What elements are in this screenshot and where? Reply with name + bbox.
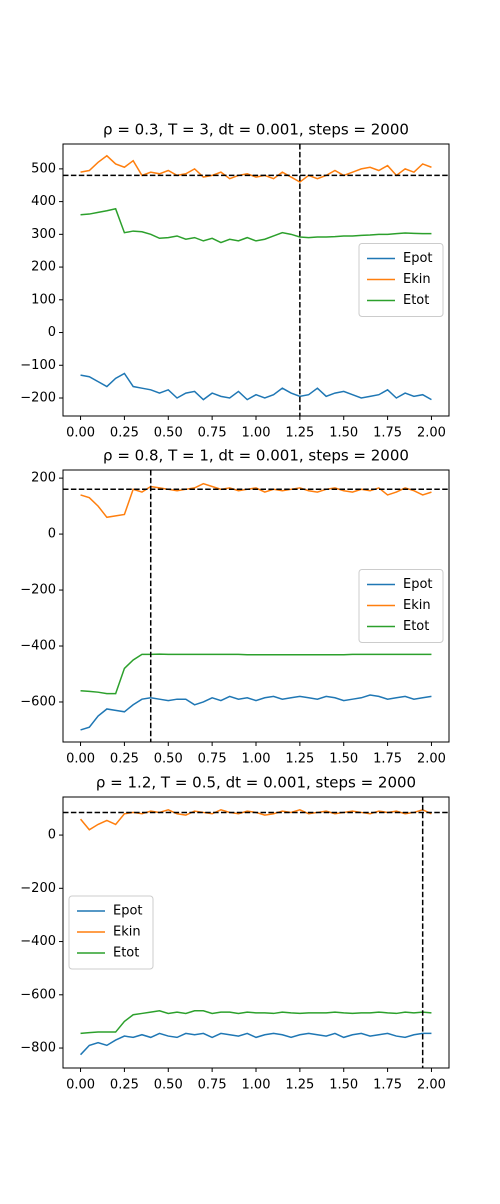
- x-tick-label: 0.75: [198, 426, 227, 441]
- x-tick-label: 1.75: [373, 426, 402, 441]
- y-tick-label: 200: [31, 471, 56, 486]
- legend-box: [68, 895, 154, 970]
- x-tick-label: 1.25: [285, 1078, 314, 1093]
- chart: ρ = 1.2, T = 0.5, dt = 0.001, steps = 20…: [20, 774, 450, 1093]
- y-tick-label: 200: [31, 260, 56, 275]
- chart-title: ρ = 0.8, T = 1, dt = 0.001, steps = 2000: [103, 447, 409, 465]
- legend: Epot Ekin Etot: [358, 569, 444, 643]
- y-tick-label: −200: [20, 881, 56, 896]
- series-line: [80, 207, 432, 244]
- x-tick-label: 2.00: [417, 1078, 446, 1093]
- x-tick-label: 1.75: [373, 752, 402, 767]
- legend-box: [358, 243, 444, 317]
- x-tick-label: 1.50: [329, 426, 358, 441]
- legend-label: Ekin: [113, 925, 141, 940]
- axes-frame: [62, 143, 450, 417]
- y-tick-label: 500: [31, 161, 56, 176]
- legend: Epot Ekin Etot: [358, 243, 444, 317]
- x-tick-label: 0.25: [110, 1078, 139, 1093]
- x-tick-label: 1.25: [285, 426, 314, 441]
- chart-title: ρ = 0.3, T = 3, dt = 0.001, steps = 2000: [103, 121, 409, 139]
- x-tick-label: 1.75: [373, 1078, 402, 1093]
- x-tick-label: 0.00: [66, 752, 95, 767]
- x-tick-label: 0.50: [154, 752, 183, 767]
- y-tick-label: −400: [20, 934, 56, 949]
- legend-label: Etot: [113, 946, 139, 961]
- x-tick-label: 1.50: [329, 752, 358, 767]
- y-tick-label: 0: [48, 828, 56, 843]
- series-line: [80, 653, 432, 695]
- x-tick-label: 2.00: [417, 426, 446, 441]
- x-tick-label: 0.00: [66, 1078, 95, 1093]
- x-tick-label: 0.25: [110, 752, 139, 767]
- x-tick-label: 1.50: [329, 1078, 358, 1093]
- x-tick-label: 0.00: [66, 426, 95, 441]
- x-tick-label: 1.00: [242, 426, 271, 441]
- y-tick-label: 0: [48, 527, 56, 542]
- legend-label: Ekin: [403, 598, 431, 613]
- x-tick-label: 0.25: [110, 426, 139, 441]
- x-tick-label: 0.75: [198, 1078, 227, 1093]
- legend-label: Etot: [403, 293, 429, 308]
- x-tick-label: 1.00: [242, 1078, 271, 1093]
- axes-frame: [62, 469, 450, 743]
- legend-label: Epot: [113, 904, 143, 919]
- x-tick-label: 1.00: [242, 752, 271, 767]
- chart: ρ = 0.8, T = 1, dt = 0.001, steps = 2000…: [20, 447, 450, 767]
- y-tick-label: −400: [20, 639, 56, 654]
- series-line: [80, 154, 432, 183]
- legend-box: [358, 569, 444, 643]
- series-line: [80, 1010, 432, 1035]
- legend-label: Epot: [403, 251, 433, 266]
- series-line: [80, 372, 432, 401]
- legend: Epot Ekin Etot: [68, 895, 154, 970]
- legend-label: Ekin: [403, 272, 431, 287]
- y-tick-label: −600: [20, 987, 56, 1002]
- y-tick-label: −200: [20, 583, 56, 598]
- y-tick-label: −200: [20, 390, 56, 405]
- y-tick-label: 100: [31, 292, 56, 307]
- y-tick-label: 400: [31, 194, 56, 209]
- x-tick-label: 2.00: [417, 752, 446, 767]
- legend-label: Epot: [403, 577, 433, 592]
- axes-frame: [62, 796, 450, 1069]
- y-tick-label: 0: [48, 325, 56, 340]
- series-line: [80, 1032, 432, 1056]
- x-tick-label: 0.75: [198, 752, 227, 767]
- y-tick-label: −100: [20, 358, 56, 373]
- series-line: [80, 694, 432, 731]
- chart-title: ρ = 1.2, T = 0.5, dt = 0.001, steps = 20…: [96, 774, 416, 792]
- x-tick-label: 0.50: [154, 426, 183, 441]
- y-tick-label: 300: [31, 227, 56, 242]
- legend-label: Etot: [403, 619, 429, 634]
- chart: ρ = 0.3, T = 3, dt = 0.001, steps = 2000…: [20, 121, 450, 441]
- y-tick-label: −800: [20, 1041, 56, 1056]
- y-tick-label: −600: [20, 694, 56, 709]
- x-tick-label: 1.25: [285, 752, 314, 767]
- x-tick-label: 0.50: [154, 1078, 183, 1093]
